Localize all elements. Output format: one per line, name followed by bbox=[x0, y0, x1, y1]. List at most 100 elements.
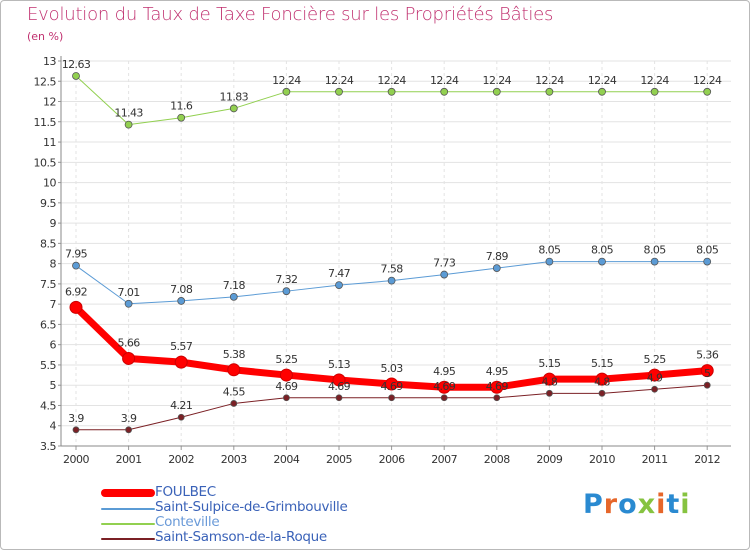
data-point-saint-sulpice-de-grimbouville bbox=[124, 299, 133, 308]
data-point-conteville bbox=[703, 87, 712, 96]
data-point-conteville bbox=[492, 87, 501, 96]
legend-label: Conteville bbox=[155, 514, 220, 530]
data-label-foulbec: 5.15 bbox=[591, 357, 614, 370]
legend-label: FOULBEC bbox=[155, 484, 216, 500]
y-tick-label: 5.5 bbox=[40, 359, 56, 372]
data-point-saint-samson-de-la-roque bbox=[546, 389, 553, 397]
data-label-foulbec: 5.36 bbox=[696, 349, 719, 362]
data-label-saint-sulpice-de-grimbouville: 7.08 bbox=[170, 283, 193, 296]
data-point-saint-sulpice-de-grimbouville bbox=[492, 264, 501, 272]
logo-letter: t bbox=[666, 489, 681, 520]
data-label-conteville: 12.24 bbox=[640, 74, 669, 87]
x-tick-label: 2002 bbox=[168, 453, 194, 466]
legend-item: FOULBEC bbox=[101, 484, 401, 500]
data-point-saint-samson-de-la-roque bbox=[598, 389, 606, 397]
data-label-saint-sulpice-de-grimbouville: 7.47 bbox=[328, 267, 351, 280]
data-label-saint-samson-de-la-roque: 4.69 bbox=[433, 380, 456, 393]
y-tick-label: 11 bbox=[43, 136, 56, 149]
data-point-saint-sulpice-de-grimbouville bbox=[650, 257, 659, 266]
logo-letter: i bbox=[680, 489, 691, 520]
data-label-foulbec: 5.13 bbox=[328, 358, 351, 371]
legend-swatch bbox=[101, 489, 155, 497]
data-label-saint-sulpice-de-grimbouville: 7.18 bbox=[223, 279, 246, 292]
y-tick-label: 9 bbox=[50, 217, 57, 230]
y-tick-label: 13 bbox=[43, 55, 56, 68]
x-tick-label: 2010 bbox=[589, 453, 615, 466]
data-label-conteville: 11.83 bbox=[220, 90, 249, 103]
data-point-saint-sulpice-de-grimbouville bbox=[282, 287, 291, 296]
data-label-saint-samson-de-la-roque: 4.9 bbox=[647, 371, 663, 384]
data-point-saint-samson-de-la-roque bbox=[388, 394, 396, 402]
legend-swatch bbox=[101, 538, 155, 540]
data-label-conteville: 12.24 bbox=[588, 74, 617, 87]
legend-item: Conteville bbox=[101, 514, 401, 530]
data-point-foulbec bbox=[595, 372, 609, 386]
y-tick-label: 12 bbox=[43, 96, 56, 109]
data-point-foulbec bbox=[385, 377, 399, 391]
x-tick-label: 2007 bbox=[431, 453, 457, 466]
data-point-saint-sulpice-de-grimbouville bbox=[703, 257, 712, 266]
data-label-saint-sulpice-de-grimbouville: 8.05 bbox=[696, 244, 719, 257]
data-label-saint-sulpice-de-grimbouville: 7.58 bbox=[381, 263, 404, 276]
data-label-saint-sulpice-de-grimbouville: 7.95 bbox=[65, 248, 88, 261]
data-label-foulbec: 5.25 bbox=[644, 353, 667, 366]
data-point-saint-sulpice-de-grimbouville bbox=[545, 257, 554, 266]
data-point-foulbec bbox=[227, 363, 241, 377]
y-tick-label: 11.5 bbox=[34, 116, 57, 129]
y-tick-label: 10 bbox=[43, 177, 56, 190]
y-tick-label: 8.5 bbox=[40, 237, 56, 250]
y-tick-label: 5 bbox=[50, 379, 57, 392]
data-point-foulbec bbox=[174, 355, 188, 369]
data-point-conteville bbox=[545, 87, 554, 96]
data-label-saint-samson-de-la-roque: 5 bbox=[704, 367, 711, 380]
data-label-saint-samson-de-la-roque: 3.9 bbox=[68, 412, 84, 425]
legend-label: Saint-Samson-de-la-Roque bbox=[155, 529, 327, 545]
data-label-conteville: 12.24 bbox=[430, 74, 459, 87]
data-label-foulbec: 6.92 bbox=[65, 285, 87, 298]
x-tick-label: 2012 bbox=[694, 453, 720, 466]
data-label-saint-samson-de-la-roque: 4.8 bbox=[542, 375, 558, 388]
data-label-saint-samson-de-la-roque: 4.69 bbox=[486, 380, 509, 393]
data-label-saint-sulpice-de-grimbouville: 8.05 bbox=[538, 244, 561, 257]
chart-title: Evolution du Taux de Taxe Foncière sur l… bbox=[27, 4, 554, 25]
data-point-saint-samson-de-la-roque bbox=[703, 381, 711, 389]
y-tick-label: 8 bbox=[50, 258, 57, 271]
data-label-foulbec: 4.95 bbox=[486, 365, 509, 378]
data-point-saint-samson-de-la-roque bbox=[651, 385, 658, 393]
data-label-foulbec: 5.38 bbox=[223, 348, 246, 361]
x-tick-label: 2000 bbox=[63, 453, 89, 466]
data-point-foulbec bbox=[542, 372, 556, 386]
legend-label: Saint-Sulpice-de-Grimbouville bbox=[155, 499, 348, 515]
data-point-saint-sulpice-de-grimbouville bbox=[335, 281, 343, 290]
data-point-conteville bbox=[282, 87, 291, 96]
data-point-saint-sulpice-de-grimbouville bbox=[229, 292, 238, 301]
data-point-conteville bbox=[124, 120, 133, 129]
data-label-conteville: 12.63 bbox=[62, 58, 91, 71]
logo-letter: o bbox=[618, 489, 638, 520]
data-label-saint-sulpice-de-grimbouville: 7.01 bbox=[118, 286, 140, 299]
data-label-foulbec: 5.15 bbox=[538, 357, 561, 370]
data-point-conteville bbox=[335, 87, 343, 96]
data-label-conteville: 12.24 bbox=[483, 74, 512, 87]
logo-letter: i bbox=[656, 489, 667, 520]
data-label-saint-sulpice-de-grimbouville: 7.89 bbox=[486, 250, 509, 263]
data-label-saint-sulpice-de-grimbouville: 7.32 bbox=[275, 273, 297, 286]
data-label-conteville: 12.24 bbox=[377, 74, 406, 87]
legend-item: Saint-Samson-de-la-Roque bbox=[101, 529, 401, 545]
data-point-saint-samson-de-la-roque bbox=[125, 426, 132, 434]
y-tick-label: 7.5 bbox=[40, 278, 56, 291]
x-tick-label: 2006 bbox=[379, 453, 405, 466]
data-point-saint-sulpice-de-grimbouville bbox=[598, 257, 606, 266]
data-point-saint-sulpice-de-grimbouville bbox=[440, 270, 449, 279]
legend-item: Saint-Sulpice-de-Grimbouville bbox=[101, 499, 401, 515]
data-label-conteville: 12.24 bbox=[325, 74, 354, 87]
legend-swatch bbox=[101, 508, 155, 510]
logo-letter: r bbox=[603, 489, 619, 520]
y-tick-label: 4 bbox=[50, 420, 57, 433]
data-label-saint-samson-de-la-roque: 4.21 bbox=[170, 399, 192, 412]
data-point-foulbec bbox=[122, 351, 136, 365]
chart-unit-label: (en %) bbox=[27, 30, 64, 43]
y-tick-label: 7 bbox=[50, 298, 57, 311]
